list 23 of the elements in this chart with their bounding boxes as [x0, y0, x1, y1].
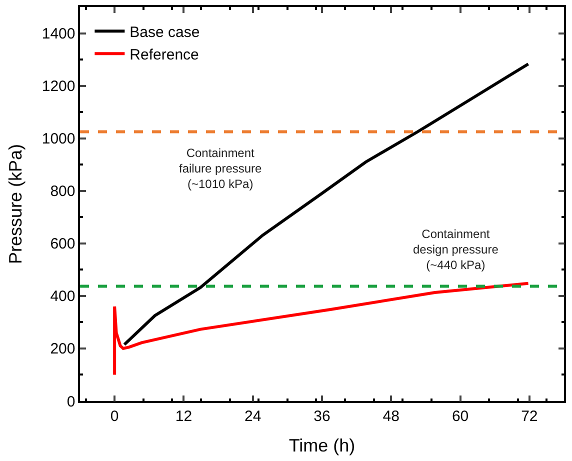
legend-label: Reference	[130, 46, 199, 64]
y-tick-label: 1400	[42, 26, 76, 43]
y-tick-label: 0	[66, 393, 76, 410]
legend-label: Base case	[130, 24, 200, 41]
ref-line-label: Containment failure pressure (~1010 kPa)	[179, 146, 262, 192]
x-tick-label: 36	[314, 408, 330, 425]
x-tick-label: 12	[175, 408, 192, 425]
y-tick-label: 800	[50, 183, 76, 200]
ref-line-label: Containment design pressure (~440 kPa)	[413, 227, 499, 272]
line-series	[113, 282, 530, 376]
y-tick-label: 200	[50, 340, 76, 358]
x-tick-label: 72	[521, 408, 538, 425]
x-axis-title: Time (h)	[288, 435, 356, 456]
y-tick-label: 600	[50, 236, 76, 253]
y-axis-title: Pressure (kPa)	[6, 144, 26, 264]
line-series	[122, 62, 530, 346]
y-tick-label: 1000	[42, 130, 76, 148]
y-tick-label: 400	[50, 288, 76, 306]
x-tick-label: 60	[452, 408, 469, 425]
y-tick-label: 1200	[42, 78, 76, 96]
x-tick-label: 48	[382, 408, 400, 425]
x-tick-label: 24	[244, 408, 262, 425]
x-tick-label: 0	[110, 408, 119, 425]
